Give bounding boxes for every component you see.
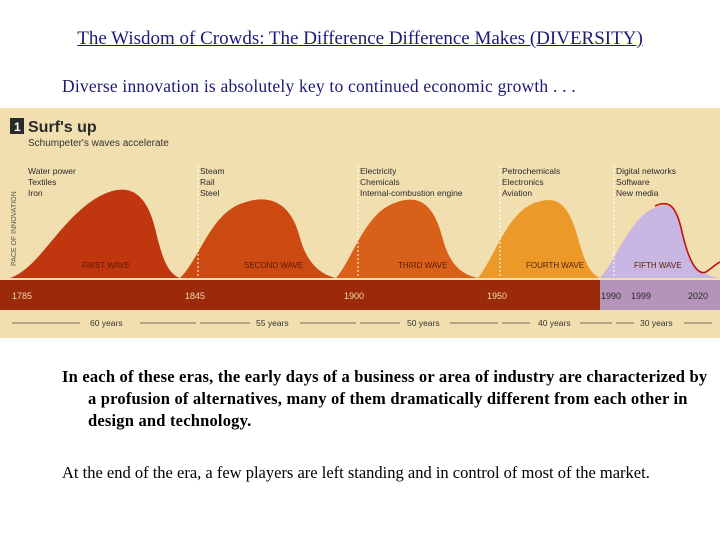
figure-badge — [10, 118, 24, 134]
wave-3-innovation: Internal-combustion engine — [360, 188, 463, 198]
y-axis-label: PACE OF INNOVATION — [11, 191, 18, 266]
wave-1-innovation: Textiles — [28, 177, 56, 187]
wave-4-innovation: Aviation — [502, 188, 532, 198]
wave-labels: FIRST WAVE SECOND WAVE THIRD WAVE FOURTH… — [82, 261, 682, 270]
wave-3-label: THIRD WAVE — [398, 261, 447, 270]
duration-label: 40 years — [538, 318, 571, 328]
slide-title: The Wisdom of Crowds: The Difference Dif… — [77, 28, 643, 49]
wave-4-innovation: Electronics — [502, 177, 544, 187]
wave-2-innovation: Steel — [200, 188, 219, 198]
figure-subheading: Schumpeter's waves accelerate — [28, 138, 169, 149]
wave-2-innovation: Steam — [200, 166, 225, 176]
year-label: 1845 — [185, 291, 205, 301]
wave-2-shape — [180, 199, 336, 278]
wave-5-innovation: Digital networks — [616, 166, 676, 176]
year-label: 2020 — [688, 291, 708, 301]
duration-label: 30 years — [640, 318, 673, 328]
wave-1-innovation: Iron — [28, 188, 43, 198]
wave-1-shape — [10, 189, 180, 278]
wave-4-innovation: Petrochemicals — [502, 166, 560, 176]
wave-5-innovation: Software — [616, 177, 650, 187]
duration-labels: 60 years 55 years 50 years 40 years 30 y… — [90, 318, 673, 328]
wave-4-shape — [478, 200, 600, 278]
duration-label: 55 years — [256, 318, 289, 328]
wave-3-shape — [336, 199, 478, 278]
innovation-labels: Water power Textiles Iron Steam Rail Ste… — [28, 166, 676, 198]
year-label: 1785 — [12, 291, 32, 301]
wave-2-innovation: Rail — [200, 177, 215, 187]
wave-5-outline — [654, 202, 720, 274]
wave-1-label: FIRST WAVE — [82, 261, 130, 270]
wave-3-innovation: Electricity — [360, 166, 397, 176]
paragraph-eras: In each of these eras, the early days of… — [62, 367, 708, 430]
innovation-waves-figure: 1 Surf's up Schumpeter's waves accelerat… — [0, 108, 720, 338]
year-label: 1900 — [344, 291, 364, 301]
wave-5-label: FIFTH WAVE — [634, 261, 682, 270]
figure-heading: Surf's up — [28, 119, 97, 136]
paragraph-end-of-era: At the end of the era, a few players are… — [62, 463, 650, 482]
duration-label: 60 years — [90, 318, 123, 328]
duration-label: 50 years — [407, 318, 440, 328]
year-label: 1999 — [631, 291, 651, 301]
year-label: 1990 — [601, 291, 621, 301]
figure-badge-number: 1 — [14, 120, 21, 134]
year-label: 1950 — [487, 291, 507, 301]
timeline-years: 1785 1845 1900 1950 1990 1999 2020 — [12, 291, 708, 301]
waves-diagram: 1 Surf's up Schumpeter's waves accelerat… — [0, 108, 720, 338]
wave-5-innovation: New media — [616, 188, 659, 198]
wave-1-innovation: Water power — [28, 166, 76, 176]
timeline-fifth-wave-band — [600, 280, 720, 310]
slide-subtitle: Diverse innovation is absolutely key to … — [62, 76, 576, 96]
wave-4-label: FOURTH WAVE — [526, 261, 584, 270]
wave-3-innovation: Chemicals — [360, 177, 400, 187]
wave-2-label: SECOND WAVE — [244, 261, 303, 270]
